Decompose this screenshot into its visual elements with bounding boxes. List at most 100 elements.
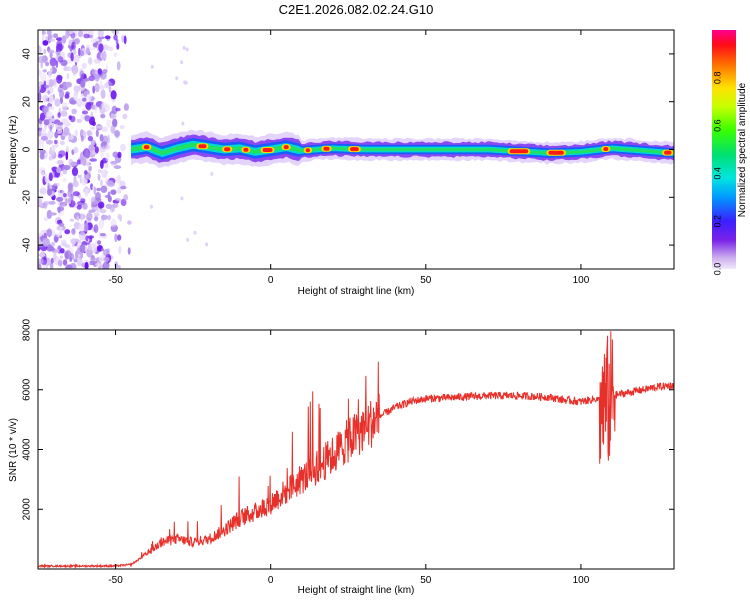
noise-speckle (55, 37, 64, 41)
noise-speckle (67, 183, 73, 192)
noise-speckle (38, 45, 42, 55)
noise-speckle (88, 144, 95, 152)
spectrogram-y-axis-label: Frequency (Hz) (8, 116, 19, 185)
noise-speckle (81, 93, 84, 99)
noise-speckle (59, 248, 65, 254)
noise-speckle (68, 197, 72, 205)
snr-y-tick-label: 4000 (22, 438, 33, 461)
noise-speckle (46, 228, 53, 238)
noise-speckle (64, 251, 69, 260)
noise-speckle (93, 58, 101, 64)
ridge-hotspot (509, 149, 529, 154)
noise-speckle (56, 43, 63, 52)
noise-speckle (112, 118, 118, 128)
snr-y-tick-label: 6000 (22, 378, 33, 401)
noise-speckle (74, 38, 80, 45)
noise-speckle (114, 233, 118, 243)
noise-speckle (122, 113, 128, 120)
ridge-hotspot (283, 145, 289, 150)
noise-speckle (100, 179, 103, 187)
colorbar-gradient (712, 30, 736, 269)
noise-speckle (71, 41, 76, 51)
noise-speckle (61, 102, 68, 112)
noise-speckle (104, 35, 111, 40)
noise-speckle (98, 43, 104, 53)
noise-speckle (97, 173, 101, 181)
noise-speckle (110, 189, 117, 195)
noise-speckle (57, 128, 63, 135)
noise-speckle (42, 40, 49, 46)
noise-speckle (180, 196, 184, 201)
noise-speckle (48, 38, 56, 42)
noise-speckle (74, 56, 79, 63)
noise-speckle (67, 59, 72, 64)
noise-speckle (87, 235, 95, 239)
snr-series-line (38, 331, 674, 569)
noise-speckle (39, 112, 46, 121)
noise-speckle (76, 215, 80, 222)
noise-speckle (47, 90, 51, 95)
noise-speckle (86, 94, 92, 101)
noise-speckle (48, 79, 54, 88)
noise-speckle (80, 114, 85, 122)
noise-speckle (68, 30, 74, 35)
noise-speckle (184, 80, 188, 85)
noise-speckle (53, 182, 61, 187)
noise-speckle (79, 244, 86, 253)
noise-speckle (44, 172, 48, 183)
noise-speckle (82, 97, 87, 102)
noise-speckle (84, 115, 90, 122)
noise-speckle (43, 49, 47, 54)
noise-speckle (117, 186, 122, 194)
noise-speckle (42, 237, 50, 247)
noise-speckle (82, 157, 87, 167)
noise-speckle (89, 257, 98, 262)
noise-speckle (116, 174, 121, 184)
noise-speckle (99, 146, 107, 153)
noise-speckle (110, 160, 118, 165)
noise-speckle (108, 82, 113, 86)
noise-speckle (93, 216, 99, 222)
noise-speckle (50, 257, 54, 264)
noise-speckle (60, 110, 68, 117)
ridge-hotspot (305, 148, 310, 153)
noise-speckle (115, 107, 121, 112)
noise-speckle (38, 81, 44, 85)
noise-speckle (70, 238, 77, 245)
noise-speckle (72, 191, 80, 197)
spectrogram-x-axis-label: Height of straight line (km) (298, 286, 415, 297)
noise-speckle (80, 198, 86, 204)
noise-speckle (94, 146, 99, 154)
noise-speckle (95, 37, 99, 42)
ridge-hotspot (548, 150, 564, 155)
noise-speckle (60, 202, 66, 207)
noise-speckle (64, 198, 68, 204)
noise-speckle (47, 71, 52, 79)
noise-speckle (49, 212, 57, 216)
noise-speckle (45, 61, 50, 67)
noise-speckle (49, 262, 54, 269)
noise-speckle (90, 111, 94, 118)
noise-speckle (108, 46, 114, 52)
noise-speckle (110, 90, 117, 100)
noise-speckle (98, 256, 103, 263)
noise-speckle (181, 121, 185, 126)
noise-speckle (55, 233, 61, 238)
snr-x-axis-label: Height of straight line (km) (298, 585, 415, 596)
noise-speckle (150, 64, 154, 69)
ridge-hotspot (350, 147, 359, 152)
noise-speckle (38, 141, 45, 151)
ridge-hotspot (198, 144, 207, 149)
noise-speckle (38, 253, 46, 257)
noise-speckle (49, 242, 56, 246)
spectrogram-y-tick-label: 20 (22, 96, 33, 108)
noise-speckle (77, 174, 82, 179)
spectrogram-x-tick-label: 100 (573, 275, 590, 286)
noise-speckle (45, 111, 53, 119)
noise-speckle (95, 191, 101, 201)
noise-speckle (110, 218, 117, 227)
colorbar-tick-label: 0.4 (712, 167, 722, 180)
noise-speckle (94, 72, 100, 82)
noise-speckle (43, 216, 49, 222)
